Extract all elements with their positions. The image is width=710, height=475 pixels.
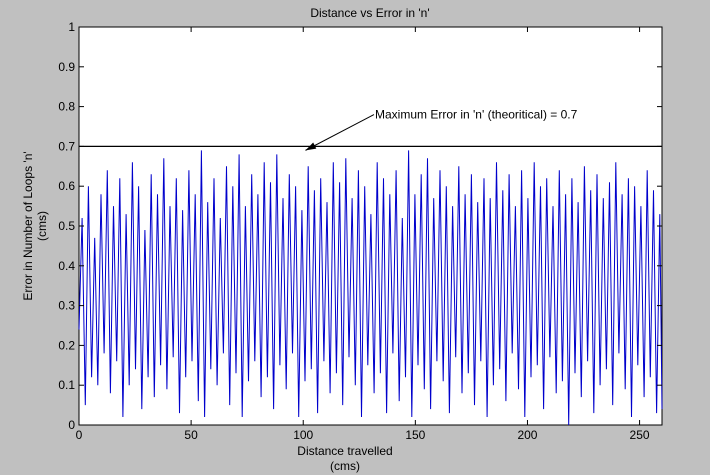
- x-tick-label: 100: [293, 428, 313, 442]
- y-axis-label-line2: (cms): [35, 211, 49, 241]
- ticks-layer: 0 50 100 150 200 250 0 0.1 0.2 0.3 0.4 0.5 0.6 0.7 0.8…: [58, 20, 662, 442]
- y-tick-label: 0: [68, 418, 75, 432]
- x-tick-label: 150: [405, 428, 425, 442]
- x-tick-label: 0: [76, 428, 83, 442]
- y-tick-label: 0.6: [58, 179, 75, 193]
- annotation-arrow-shaft: [305, 114, 375, 151]
- annotation-label: Maximum Error in 'n' (theoritical) = 0.7: [375, 108, 578, 122]
- x-axis-label-line2: (cms): [330, 459, 360, 473]
- x-axis-label-line1: Distance travelled: [297, 444, 392, 458]
- annotation-layer: Maximum Error in 'n' (theoritical) = 0.7: [305, 108, 578, 151]
- x-tick-label: 200: [517, 428, 537, 442]
- y-tick-label: 0.9: [58, 60, 75, 74]
- y-tick-label: 0.7: [58, 139, 75, 153]
- y-axis-label-line1: Error in Number of Loops 'n': [21, 151, 35, 300]
- series-line: [78, 150, 663, 426]
- x-tick-label: 250: [630, 428, 650, 442]
- annotation-arrow-head: [305, 142, 317, 151]
- x-tick-label: 50: [184, 428, 198, 442]
- y-tick-label: 1: [68, 20, 75, 34]
- chart-title: Distance vs Error in 'n': [310, 6, 429, 20]
- y-tick-label: 0.3: [58, 299, 75, 313]
- y-tick-label: 0.4: [58, 259, 75, 273]
- y-tick-label: 0.5: [58, 219, 75, 233]
- y-tick-label: 0.8: [58, 100, 75, 114]
- y-tick-label: 0.2: [58, 338, 75, 352]
- y-tick-label: 0.1: [58, 378, 75, 392]
- series-layer: [78, 150, 663, 426]
